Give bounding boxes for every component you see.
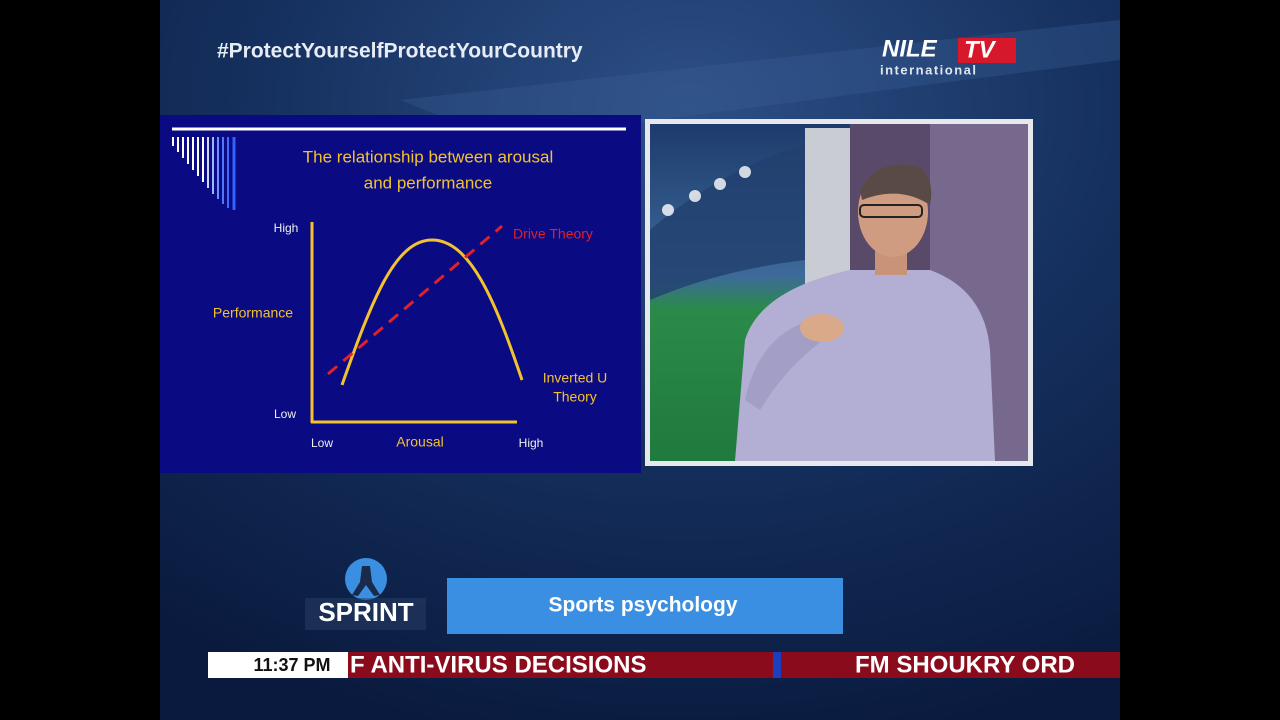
logo-part: TV	[964, 36, 997, 63]
y-axis-high: High	[274, 221, 299, 235]
slide-background	[160, 115, 641, 473]
topic-bar	[447, 578, 843, 634]
ticker-band	[348, 652, 1120, 678]
clock: 11:37 PM	[253, 655, 330, 675]
inverted-u-label: Inverted U	[543, 370, 608, 386]
slide-title: The relationship between arousal	[303, 147, 553, 166]
light-streak	[400, 20, 1120, 140]
person-sweater	[735, 270, 995, 461]
y-axis-low: Low	[274, 407, 296, 421]
inverted-u-label: Theory	[553, 389, 597, 405]
slide-title: and performance	[364, 173, 493, 192]
slide: The relationship between arousal and per…	[160, 115, 641, 473]
logo-part: NILE	[882, 35, 938, 62]
logo-badge	[958, 38, 1016, 63]
channel-logo: NILE TV international	[880, 35, 1016, 77]
program-logo: SPRINT	[305, 558, 426, 630]
slide-stripes	[172, 137, 236, 210]
drive-theory-label: Drive Theory	[513, 226, 593, 242]
y-axis-label: Performance	[213, 305, 293, 321]
ticker-item: FM SHOUKRY ORD	[855, 651, 1075, 678]
ticker-separator	[773, 652, 781, 678]
clock-box	[208, 652, 348, 678]
inverted-u-curve	[340, 238, 524, 386]
x-axis-high: High	[519, 436, 544, 450]
program-logo-text: SPRINT	[318, 597, 413, 627]
hashtag: #ProtectYourselfProtectYourCountry	[217, 40, 583, 63]
topic: Sports psychology	[548, 594, 737, 617]
x-axis-label: Arousal	[396, 434, 443, 450]
logo-subtitle: international	[880, 62, 978, 77]
video-inset	[645, 119, 1033, 466]
drive-theory-line	[327, 224, 503, 376]
ticker: F ANTI-VIRUS DECISIONS FM SHOUKRY ORD	[350, 651, 1075, 678]
x-axis-low: Low	[311, 436, 333, 450]
ticker-item: F ANTI-VIRUS DECISIONS	[350, 651, 646, 678]
